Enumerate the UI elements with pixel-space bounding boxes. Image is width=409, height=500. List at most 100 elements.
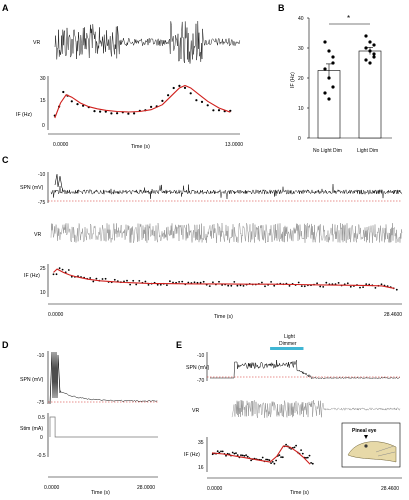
b-point — [364, 34, 368, 38]
c-if-point — [319, 285, 322, 288]
d-stim-pulse — [49, 416, 158, 438]
b-ytick-label: 30 — [298, 46, 304, 52]
e-if-point — [231, 451, 234, 454]
e-if-point — [220, 450, 222, 453]
c-vr-signal — [50, 222, 403, 244]
c-if-point — [322, 286, 325, 288]
e-inset-pineal-eye: Pineal eye — [341, 422, 401, 468]
e-if-point — [225, 454, 227, 457]
e-if-point — [293, 446, 296, 449]
c-if-point — [61, 268, 64, 271]
a-if-point — [183, 86, 187, 89]
a-if-point — [133, 112, 136, 115]
c-if-point — [156, 283, 159, 286]
b-point — [368, 40, 372, 44]
c-if-point — [113, 278, 116, 281]
b-point — [323, 91, 327, 95]
a-if-point — [206, 104, 209, 107]
c-if-point — [202, 280, 205, 283]
a-if-point — [172, 86, 175, 90]
e-xlabel: Time (s) — [290, 490, 309, 496]
c-if-point — [104, 277, 107, 280]
b-point — [364, 58, 368, 62]
b-category-1: Light Dim — [357, 148, 378, 154]
b-point — [372, 43, 376, 47]
e-xtick-end: 28.4600 — [381, 486, 399, 492]
c-spn-trace — [48, 173, 403, 202]
c-if-point — [368, 283, 371, 286]
c-if-point — [89, 277, 92, 279]
c-if-point — [147, 284, 150, 286]
c-if-point — [380, 283, 383, 286]
b-point — [327, 49, 331, 53]
a-xtick-end: 13.0000 — [225, 142, 243, 148]
c-if-point — [273, 284, 276, 287]
a-if-point — [99, 110, 102, 113]
c-if-point — [144, 280, 147, 283]
c-if-point — [349, 285, 352, 288]
c-if-point — [270, 281, 272, 283]
c-vr-trace — [50, 222, 403, 244]
c-spn-onset — [54, 173, 63, 189]
b-point — [368, 61, 372, 65]
e-spn-signal — [210, 359, 400, 380]
a-xtick-start: 0.0000 — [53, 142, 69, 148]
e-if-point — [261, 456, 264, 459]
c-if-point — [359, 286, 361, 289]
a-if-point — [178, 84, 181, 87]
e-if-point — [250, 459, 253, 462]
e-light-dimmer-bar — [270, 347, 304, 350]
e-spn-label: SPN (mV) — [186, 365, 210, 371]
c-if-point — [230, 284, 233, 287]
a-if-point — [189, 92, 192, 95]
panel-letter-e: E — [176, 340, 182, 350]
d-xtick-start: 0.0000 — [44, 485, 60, 491]
e-vr-label: VR — [192, 408, 199, 414]
e-if-point — [271, 461, 274, 463]
e-if-point — [295, 444, 297, 447]
c-if-point — [212, 281, 214, 284]
d-stim-ytick-mid: 0 — [40, 435, 43, 441]
d-spn-trace — [48, 351, 158, 405]
e-if-point — [216, 450, 219, 453]
c-if-point — [196, 281, 199, 284]
c-if-label: IF (Hz) — [24, 273, 40, 279]
c-if-point — [346, 282, 349, 285]
c-if-point — [159, 283, 162, 286]
d-stim-ytick-bottom: -0.5 — [37, 453, 46, 459]
e-if-point — [306, 456, 309, 459]
d-stim-trace — [49, 416, 158, 438]
b-ytick-label: 10 — [298, 106, 304, 112]
d-stim-label: Stim (mA) — [20, 426, 43, 432]
c-if-point — [70, 275, 73, 278]
e-if-point — [273, 462, 276, 465]
b-ylabel: IF (Hz) — [290, 72, 296, 88]
c-if-point — [365, 283, 368, 285]
inset-head-icon — [347, 441, 397, 463]
c-if-point — [101, 278, 104, 280]
e-if-point — [275, 459, 277, 462]
c-if-point — [169, 280, 171, 283]
e-if-point — [221, 450, 224, 453]
a-if-point — [217, 109, 221, 112]
a-if-point — [167, 94, 170, 97]
a-if-point — [127, 112, 130, 115]
a-vr-trace — [54, 21, 241, 64]
d-spn-decay — [59, 389, 158, 402]
a-if-point — [150, 105, 153, 108]
e-spn-ytick-bottom: -70 — [197, 378, 204, 384]
b-point — [364, 46, 368, 50]
e-if-label: IF (Hz) — [184, 452, 200, 458]
e-if-point — [266, 458, 269, 461]
c-if-point — [221, 284, 224, 286]
c-if-point — [123, 280, 125, 283]
panel-letter-a: A — [2, 3, 9, 13]
a-if-label: IF (Hz) — [16, 112, 32, 118]
b-point — [331, 55, 335, 59]
c-if-point — [187, 281, 190, 284]
a-if-point — [76, 103, 79, 106]
e-if-point — [243, 455, 246, 457]
d-spn-label: SPN (mV) — [20, 377, 44, 383]
c-if-point — [172, 281, 174, 284]
